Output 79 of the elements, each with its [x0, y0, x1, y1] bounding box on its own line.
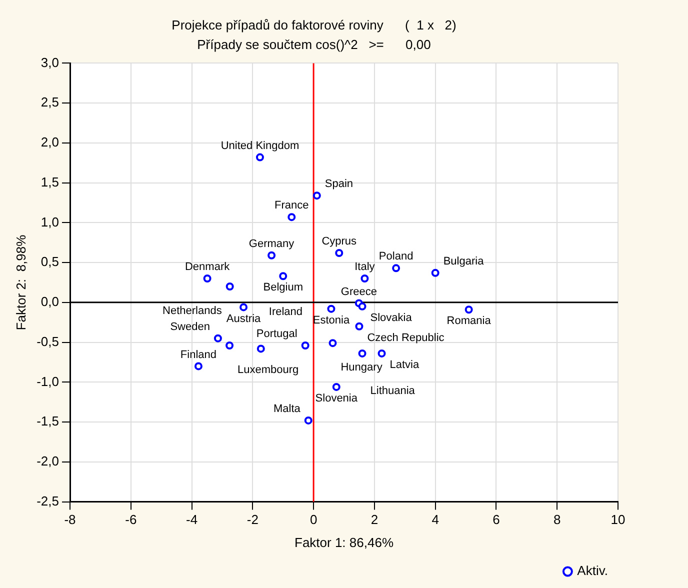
- x-tick-label: 0: [310, 512, 318, 528]
- annotation: Ireland: [268, 306, 303, 318]
- annotation: Austria: [226, 312, 262, 325]
- annotation: Portugal: [256, 328, 298, 340]
- x-tick-label: 4: [432, 512, 439, 528]
- point: [431, 268, 440, 277]
- point: [332, 382, 340, 391]
- x-tick-label: -2: [246, 512, 258, 528]
- annotation: Luxembourg: [238, 364, 299, 376]
- y-tick-label: -2,0: [36, 454, 59, 469]
- point: [268, 251, 276, 260]
- x-tick-label: -6: [125, 512, 137, 528]
- annotation: France: [274, 200, 309, 212]
- x-tick-label: -8: [64, 512, 76, 528]
- point: [335, 248, 344, 257]
- y-tick-label: -1,5: [36, 414, 59, 429]
- x-tick-label: 6: [492, 512, 500, 528]
- y-tick-label: 2,0: [40, 134, 59, 150]
- y-tick-label: -2,5: [36, 493, 59, 508]
- annotation: Finland: [180, 348, 217, 361]
- point: [256, 344, 265, 353]
- point: [392, 264, 400, 272]
- point: [194, 362, 202, 370]
- annotation: Bulgaria: [443, 255, 485, 268]
- annotation: Latvia: [390, 359, 420, 372]
- annotation: Greece: [340, 286, 377, 298]
- point: [304, 416, 312, 424]
- point: [240, 303, 248, 312]
- point: [256, 153, 264, 162]
- point: [203, 274, 212, 283]
- annotation: Lithuania: [370, 385, 416, 398]
- y-tick-label: 3,0: [40, 54, 59, 70]
- point: [288, 213, 296, 222]
- point: [328, 339, 337, 348]
- annotation: Germany: [248, 238, 295, 250]
- point: [226, 342, 234, 350]
- annotation: United Kingdom: [220, 140, 300, 152]
- point: [464, 306, 473, 314]
- chart-subtitle: Případy se součtem cos()^2 >= 0,00: [197, 36, 431, 52]
- x-tick-label: -4: [186, 512, 198, 528]
- point: [279, 272, 288, 280]
- point: [358, 349, 366, 358]
- y-tick-label: -0,5: [36, 334, 59, 349]
- point: [327, 304, 336, 313]
- annotation: Belgium: [263, 282, 303, 294]
- x-tick-label: 8: [553, 512, 561, 528]
- y-tick-label: 1,5: [40, 174, 59, 190]
- annotation: Spain: [324, 178, 354, 190]
- chart-title: Projekce případů do faktorové roviny ( 1 x 2): [172, 17, 456, 32]
- annotation: Malta: [273, 402, 302, 415]
- point: [360, 274, 369, 283]
- point: [301, 342, 310, 350]
- point: [226, 282, 234, 290]
- annotation: Slovakia: [370, 312, 413, 324]
- x-axis-title: Faktor 1: 86,46%: [294, 534, 394, 550]
- y-tick-label: 2,5: [40, 94, 59, 110]
- annotation: Netherlands: [162, 305, 222, 318]
- y-tick-label: 0,0: [40, 294, 59, 310]
- y-axis-title: Faktor 2: 8,98%: [13, 234, 28, 330]
- x-tick-label: 2: [370, 512, 378, 528]
- annotation: Czech Republic: [367, 332, 445, 344]
- legend-label: Aktiv.: [577, 563, 608, 578]
- point: [355, 322, 364, 330]
- y-tick-label: 1,0: [40, 214, 59, 230]
- annotation: Hungary: [340, 362, 383, 374]
- point: [312, 192, 321, 200]
- point: [214, 334, 222, 342]
- annotation: Italy: [354, 261, 376, 274]
- point: [358, 302, 366, 310]
- annotation: Poland: [378, 250, 414, 263]
- y-tick-label: 0,5: [40, 254, 59, 270]
- point: [378, 349, 386, 358]
- annotation: Romania: [446, 315, 492, 328]
- x-tick-label: 10: [610, 512, 626, 528]
- y-tick-label: -1,0: [36, 374, 59, 389]
- annotation: Slovenia: [315, 392, 358, 404]
- annotation: Denmark: [184, 261, 230, 274]
- annotation: Sweden: [170, 320, 210, 333]
- annotation: Cyprus: [322, 236, 358, 248]
